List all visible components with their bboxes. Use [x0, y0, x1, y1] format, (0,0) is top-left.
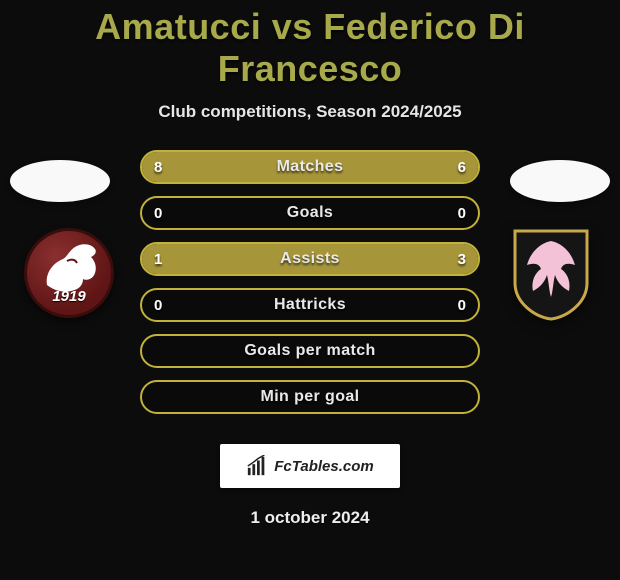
club-crest-right — [506, 228, 596, 318]
stat-label: Assists — [280, 250, 340, 268]
fctables-logo-icon — [246, 455, 268, 477]
stat-value-right: 0 — [458, 290, 466, 320]
stat-fill-right — [334, 152, 478, 182]
attribution-badge: FcTables.com — [220, 444, 400, 488]
comparison-panel: 1919 8 6 Matches 0 0 Goals 1 3 Assists 0 0 Hattrick… — [0, 150, 620, 430]
crest-year: 1919 — [27, 288, 111, 305]
page-title: Amatucci vs Federico Di Francesco — [0, 0, 620, 90]
player-photo-left — [10, 160, 110, 202]
stat-row: 1 3 Assists — [140, 242, 480, 276]
stat-row: 0 0 Hattricks — [140, 288, 480, 322]
stat-value-right: 6 — [458, 152, 466, 182]
stat-value-left: 1 — [154, 244, 162, 274]
stat-value-left: 0 — [154, 290, 162, 320]
stat-rows: 8 6 Matches 0 0 Goals 1 3 Assists 0 0 Hattricks Goal… — [140, 150, 480, 414]
player-photo-right — [510, 160, 610, 202]
stat-label: Min per goal — [260, 388, 359, 406]
stat-value-left: 0 — [154, 198, 162, 228]
stat-row: 0 0 Goals — [140, 196, 480, 230]
stat-value-right: 3 — [458, 244, 466, 274]
stat-label: Hattricks — [274, 296, 346, 314]
stat-row: Goals per match — [140, 334, 480, 368]
date-label: 1 october 2024 — [0, 508, 620, 528]
subtitle: Club competitions, Season 2024/2025 — [0, 102, 620, 122]
stat-value-right: 0 — [458, 198, 466, 228]
stat-row: 8 6 Matches — [140, 150, 480, 184]
club-crest-left: 1919 — [24, 228, 114, 318]
stat-label: Goals per match — [244, 342, 375, 360]
stat-label: Goals — [287, 204, 333, 222]
attribution-text: FcTables.com — [274, 458, 373, 475]
stat-label: Matches — [277, 158, 344, 176]
stat-row: Min per goal — [140, 380, 480, 414]
stat-value-left: 8 — [154, 152, 162, 182]
stat-fill-right — [226, 244, 478, 274]
eagle-shield-icon — [511, 225, 591, 321]
